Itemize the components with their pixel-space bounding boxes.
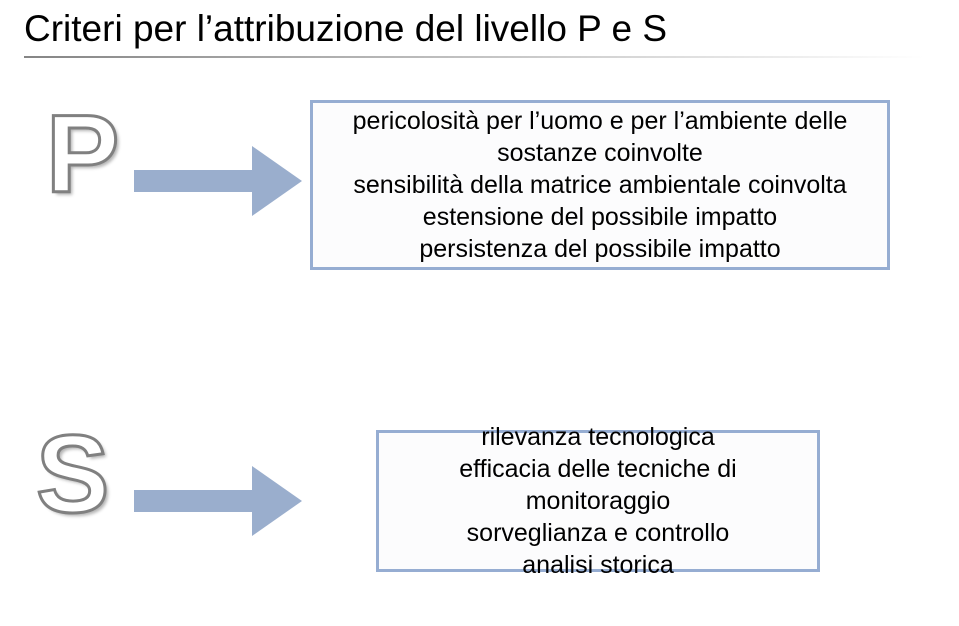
box-s-line: analisi storica <box>522 549 673 581</box>
box-s-line: sorveglianza e controllo <box>467 517 730 549</box>
slide: { "title": "Criteri per l’attribuzione d… <box>0 0 959 626</box>
box-s-line: rilevanza tecnologica <box>481 421 714 453</box>
arrow-p-shaft <box>134 170 252 192</box>
arrow-p-head <box>252 146 302 216</box>
box-p-line: sostanze coinvolte <box>497 137 703 169</box>
box-p-line: pericolosità per l’uomo e per l’ambiente… <box>353 105 848 137</box>
box-p: pericolosità per l’uomo e per l’ambiente… <box>310 100 890 270</box>
box-p-line: sensibilità della matrice ambientale coi… <box>353 169 846 201</box>
letter-p: P <box>46 100 119 210</box>
title-underline <box>24 56 924 58</box>
box-s: rilevanza tecnologica efficacia delle te… <box>376 430 820 572</box>
title-block: Criteri per l’attribuzione del livello P… <box>24 8 924 58</box>
letter-s: S <box>36 420 109 530</box>
box-s-line: efficacia delle tecniche di <box>459 453 737 485</box>
box-s-line: monitoraggio <box>526 485 671 517</box>
page-title: Criteri per l’attribuzione del livello P… <box>24 8 924 50</box>
box-p-line: estensione del possibile impatto <box>423 201 777 233</box>
arrow-s-head <box>252 466 302 536</box>
arrow-s-shaft <box>134 490 252 512</box>
box-p-line: persistenza del possibile impatto <box>419 233 780 265</box>
